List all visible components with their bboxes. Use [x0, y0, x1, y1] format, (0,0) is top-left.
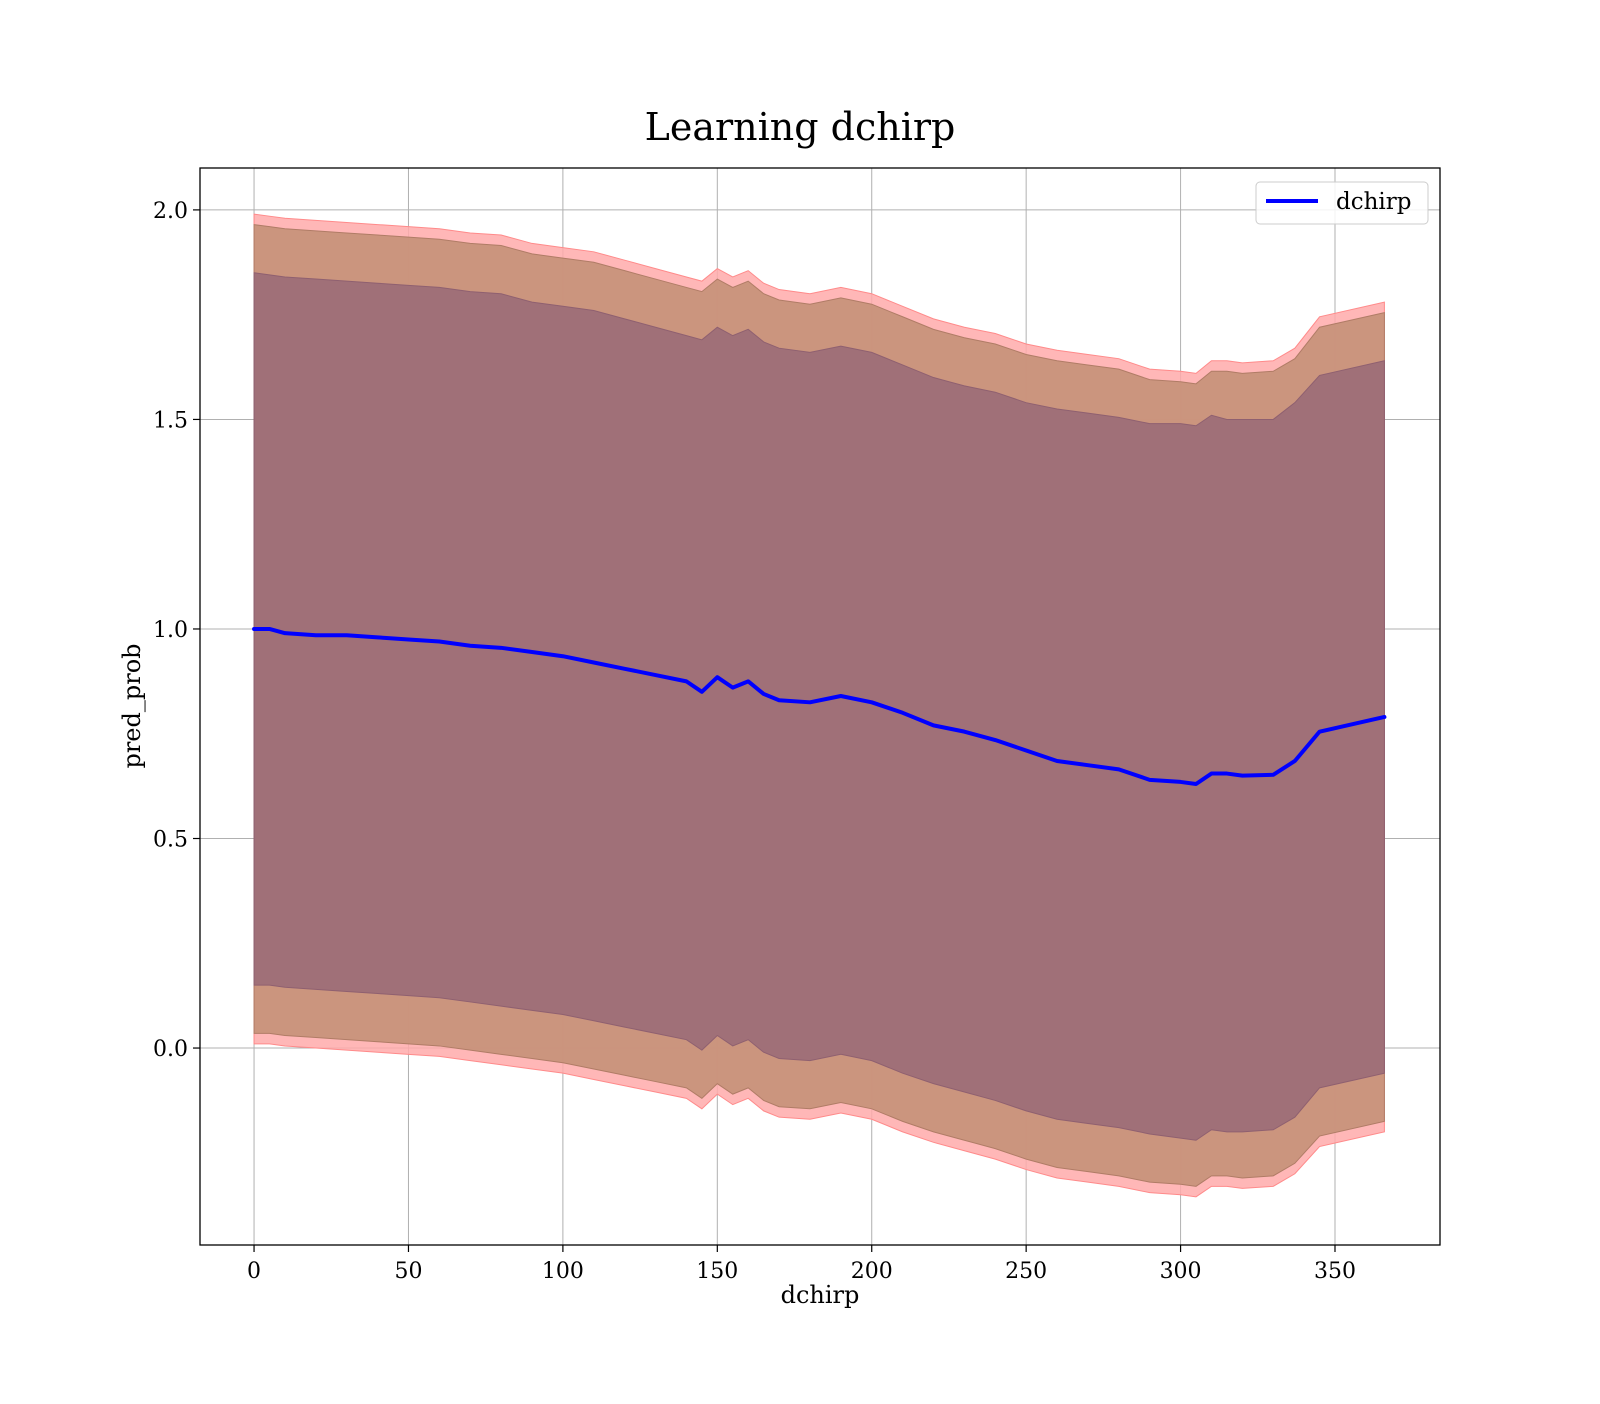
confidence-bands — [253, 213, 1385, 1198]
y-tick-label-0.0: 0.0 — [153, 1037, 188, 1062]
x-axis-ticks: 0 50 100 150 200 250 300 350 — [247, 1245, 1356, 1284]
x-tick-label-250: 250 — [1005, 1259, 1047, 1284]
y-tick-label-1.5: 1.5 — [153, 408, 188, 433]
y-tick-label-0.5: 0.5 — [153, 828, 188, 853]
y-axis-label: pred_prob — [118, 643, 146, 768]
legend-label-dchirp: dchirp — [1336, 189, 1412, 215]
x-tick-label-350: 350 — [1314, 1259, 1356, 1284]
legend-box — [1255, 181, 1429, 225]
x-tick-label-50: 50 — [394, 1259, 422, 1284]
y-tick-label-2.0: 2.0 — [153, 199, 188, 224]
y-tick-label-1.0: 1.0 — [153, 618, 188, 643]
x-axis-label: dchirp — [781, 1281, 860, 1309]
x-tick-label-0: 0 — [247, 1259, 261, 1284]
chart-title: Learning dchirp — [645, 105, 956, 149]
x-tick-label-300: 300 — [1160, 1259, 1202, 1284]
legend: dchirp — [1255, 181, 1429, 225]
confidence-band-3 — [253, 272, 1385, 1141]
series-line-dchirp — [252, 626, 1387, 787]
x-tick-label-200: 200 — [851, 1259, 893, 1284]
plot-frame — [199, 167, 1441, 1246]
x-tick-label-100: 100 — [542, 1259, 584, 1284]
x-tick-label-150: 150 — [696, 1259, 738, 1284]
y-axis-ticks: 0.0 0.5 1.0 1.5 2.0 — [153, 199, 200, 1062]
series-lines — [252, 626, 1387, 787]
